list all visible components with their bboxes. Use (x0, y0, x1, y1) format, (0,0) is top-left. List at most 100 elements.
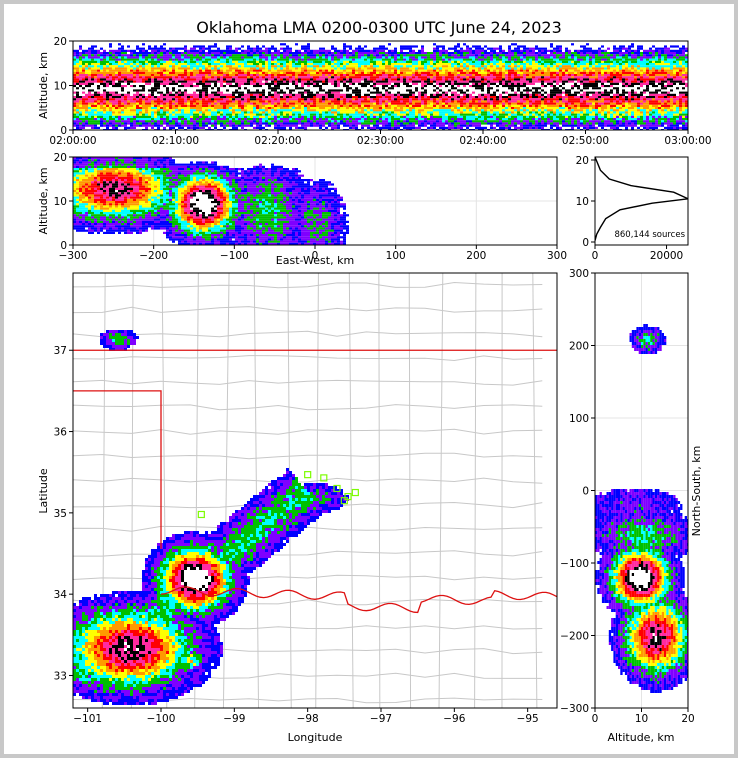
time-height-cell (109, 98, 112, 101)
time-height-cell (457, 115, 460, 118)
time-height-cell (250, 82, 253, 85)
time-height-cell (169, 93, 172, 96)
time-height-cell (187, 60, 190, 63)
time-height-cell (301, 126, 304, 129)
time-height-cell (367, 54, 370, 57)
time-height-cell (112, 91, 115, 94)
time-height-cell (319, 120, 322, 123)
time-height-cell (268, 91, 271, 94)
time-height-cell (241, 89, 244, 92)
time-height-cell (106, 71, 109, 74)
time-height-cell (280, 102, 283, 105)
time-height-cell (241, 111, 244, 114)
time-height-cell (295, 67, 298, 70)
time-height-cell (214, 76, 217, 79)
time-height-cell (364, 65, 367, 68)
time-height-cell (409, 93, 412, 96)
time-height-cell (367, 120, 370, 123)
time-height-cell (112, 58, 115, 61)
time-height-cell (235, 124, 238, 127)
time-height-cell (100, 60, 103, 63)
time-height-cell (172, 65, 175, 68)
time-height-cell (112, 104, 115, 107)
time-height-cell (193, 65, 196, 68)
time-height-cell (250, 58, 253, 61)
time-height-cell (451, 63, 454, 66)
time-height-cell (286, 82, 289, 85)
time-height-cell (163, 91, 166, 94)
time-height-cell (283, 82, 286, 85)
time-height-cell (169, 98, 172, 101)
time-height-cell (358, 102, 361, 105)
time-height-cell (100, 102, 103, 105)
time-height-cell (79, 54, 82, 57)
time-height-cell (463, 109, 466, 112)
time-height-cell (220, 98, 223, 101)
time-height-cell (265, 82, 268, 85)
time-height-cell (475, 82, 478, 85)
time-height-cell (76, 104, 79, 107)
time-height-cell (439, 49, 442, 52)
time-height-cell (433, 122, 436, 125)
time-height-cell (466, 124, 469, 127)
time-height-cell (187, 111, 190, 114)
time-height-cell (283, 54, 286, 57)
time-height-cell (253, 54, 256, 57)
time-height-cell (139, 67, 142, 70)
time-height-cell (193, 124, 196, 127)
time-height-cell (436, 115, 439, 118)
time-height-cell (91, 54, 94, 57)
time-height-cell (214, 124, 217, 127)
time-height-cell (469, 71, 472, 74)
time-height-cell (121, 115, 124, 118)
time-height-cell (418, 71, 421, 74)
time-height-cell (358, 71, 361, 74)
time-height-cell (442, 63, 445, 66)
time-height-cell (361, 52, 364, 55)
time-height-cell (97, 122, 100, 125)
time-height-cell (418, 93, 421, 96)
time-height-cell (283, 65, 286, 68)
time-height-cell (241, 122, 244, 125)
time-height-cell (112, 74, 115, 77)
time-height-cell (427, 87, 430, 90)
time-height-cell (376, 49, 379, 52)
time-height-cell (124, 93, 127, 96)
time-height-cell (145, 78, 148, 81)
time-height-cell (256, 69, 259, 72)
time-height-cell (307, 107, 310, 110)
time-height-cell (340, 115, 343, 118)
time-height-cell (334, 118, 337, 121)
time-height-cell (133, 98, 136, 101)
time-height-cell (136, 98, 139, 101)
time-height-cell (91, 45, 94, 48)
time-height-cell (223, 69, 226, 72)
time-height-cell (166, 85, 169, 88)
time-height-cell (103, 74, 106, 77)
time-height-cell (343, 71, 346, 74)
time-height-cell (259, 115, 262, 118)
time-height-cell (358, 111, 361, 114)
time-height-cell (265, 93, 268, 96)
time-height-cell (286, 85, 289, 88)
time-height-cell (220, 80, 223, 83)
time-height-cell (442, 80, 445, 83)
time-height-cell (385, 67, 388, 70)
time-height-cell (460, 104, 463, 107)
time-height-cell (403, 54, 406, 57)
time-height-cell (310, 109, 313, 112)
time-height-cell (421, 76, 424, 79)
time-height-cell (172, 74, 175, 77)
time-height-cell (295, 118, 298, 121)
time-height-cell (340, 102, 343, 105)
time-height-cell (109, 63, 112, 66)
time-height-cell (361, 96, 364, 99)
time-height-cell (259, 109, 262, 112)
time-height-cell (424, 71, 427, 74)
time-height-cell (295, 76, 298, 79)
time-height-cell (223, 104, 226, 107)
time-height-cell (310, 124, 313, 127)
time-height-cell (256, 111, 259, 114)
time-height-cell (460, 76, 463, 79)
time-height-cell (418, 115, 421, 118)
